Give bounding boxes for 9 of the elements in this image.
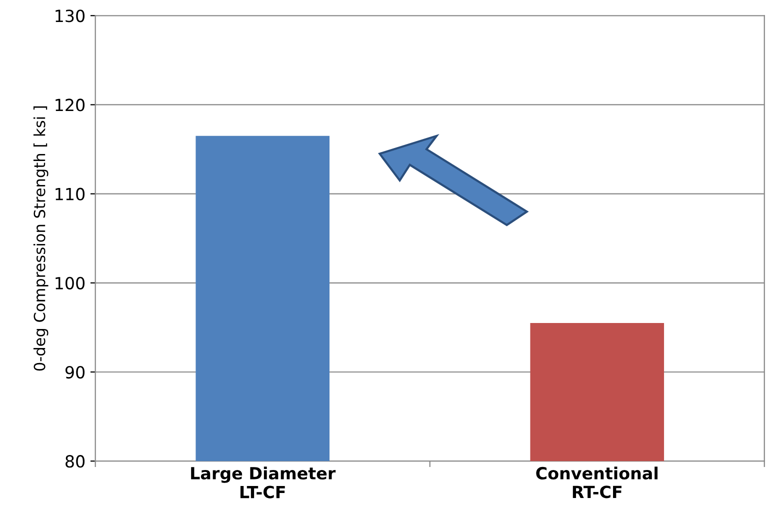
y-axis-title: 0-deg Compression Strength [ ksi ] [33, 106, 48, 371]
x-tick-label: Large Diameter LT-CF [191, 466, 336, 498]
x-tick-label: Conventional RT-CF [536, 466, 658, 498]
y-tick-label: 110 [56, 188, 85, 200]
y-tick-label: 130 [56, 10, 85, 22]
y-tick-label: 80 [66, 455, 85, 468]
y-tick-label: 120 [56, 98, 85, 112]
y-tick-label: 100 [56, 276, 85, 290]
y-tick-label: 90 [65, 366, 85, 379]
